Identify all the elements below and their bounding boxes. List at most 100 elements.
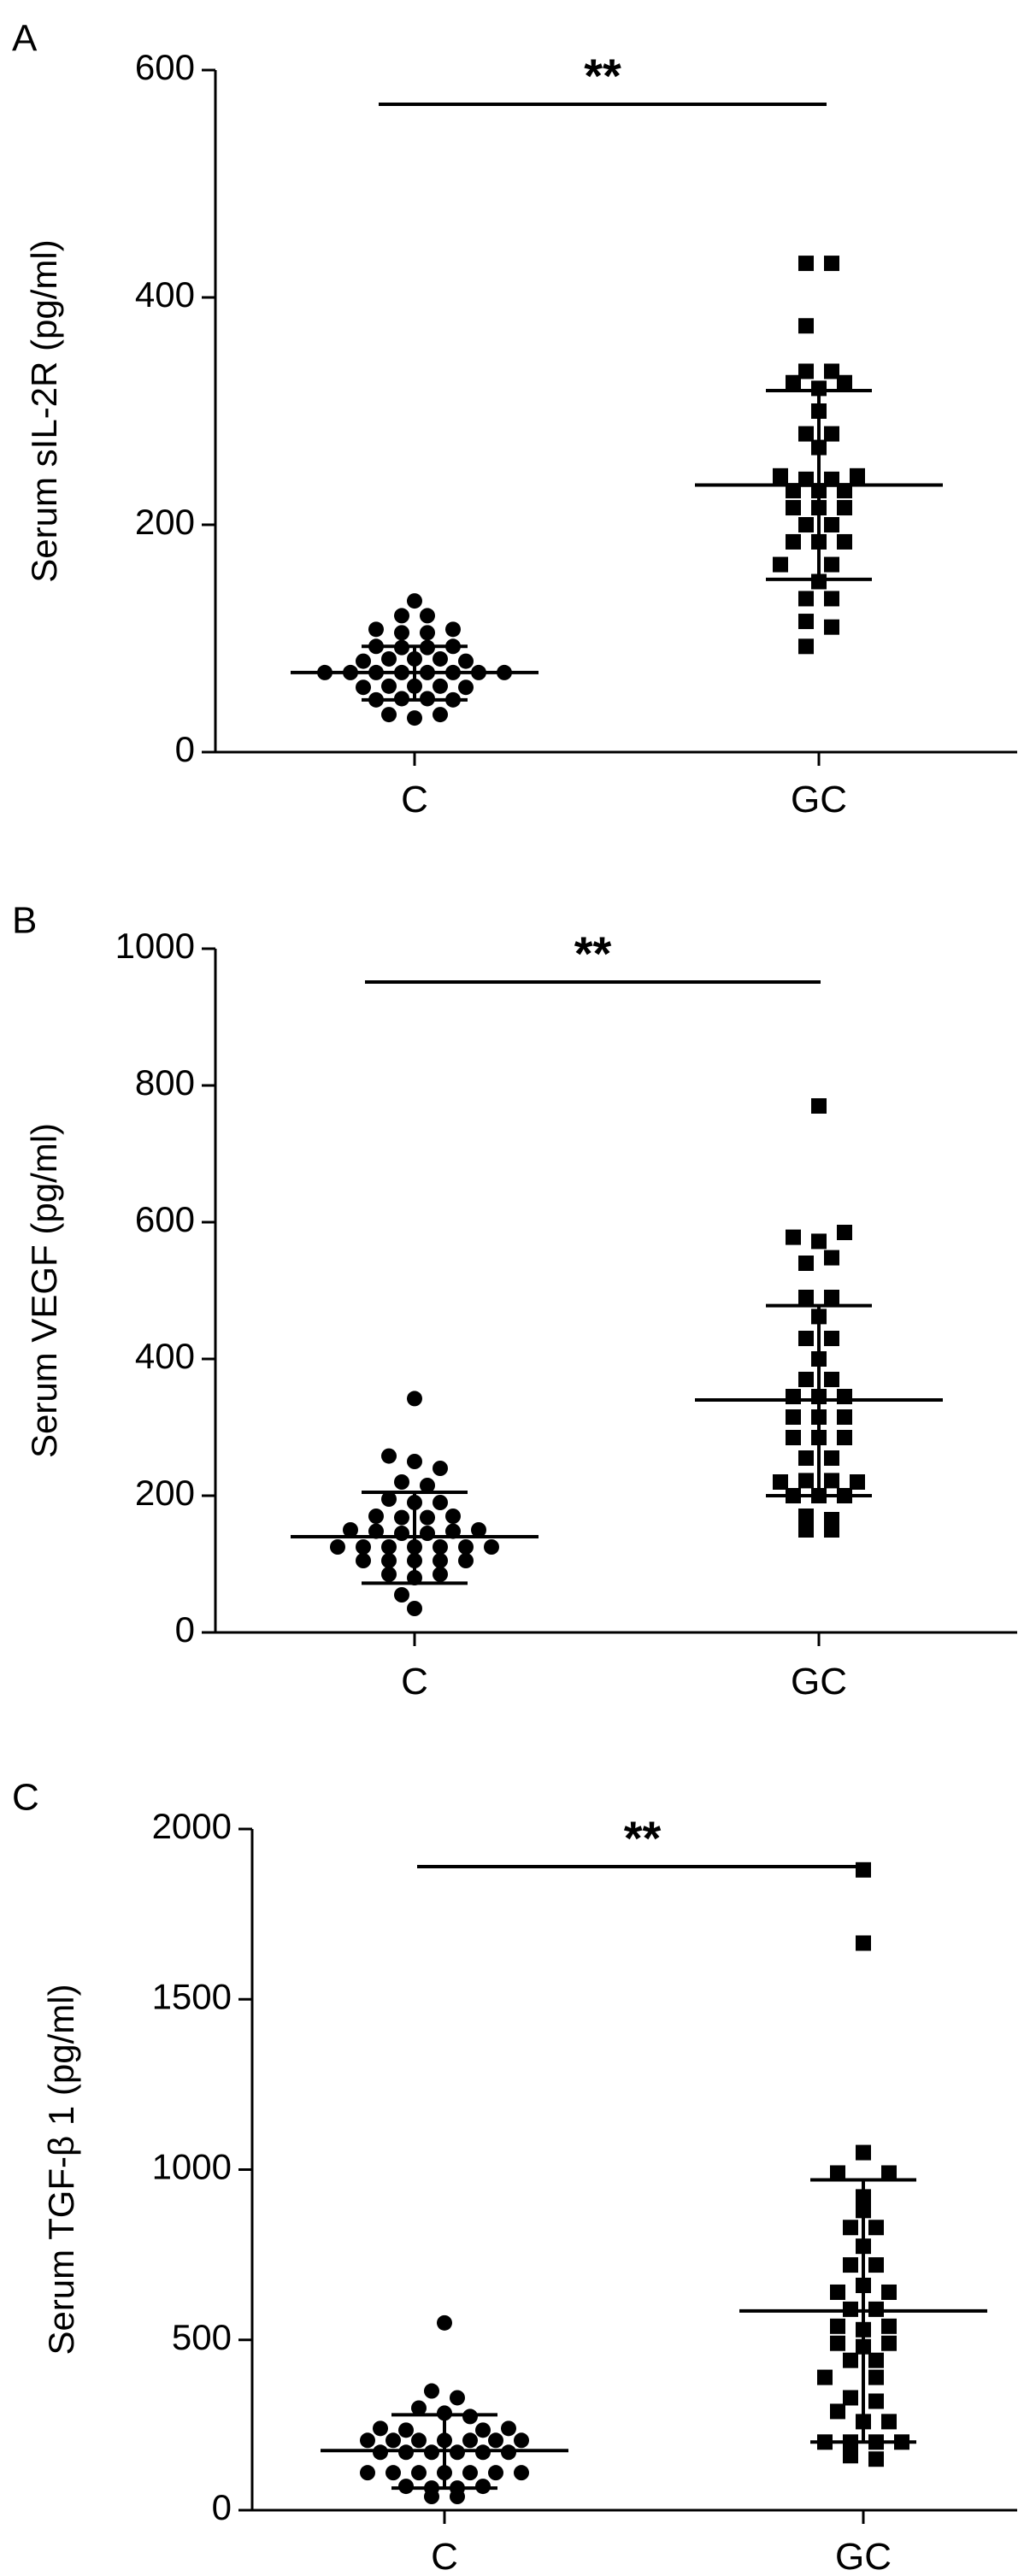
data-point-GC [856, 2144, 871, 2161]
data-point-GC [817, 2369, 833, 2385]
data-point-C [381, 650, 397, 667]
data-point-C [458, 1553, 474, 1568]
data-point-C [394, 1509, 409, 1526]
data-point-GC [830, 2284, 845, 2300]
data-point-GC [843, 2448, 858, 2464]
data-point-GC [786, 1389, 801, 1404]
data-point-GC [837, 1409, 852, 1425]
data-point-GC [837, 1389, 852, 1404]
data-point-GC [843, 2220, 858, 2236]
data-point-C [475, 2422, 491, 2438]
data-point-C [424, 2383, 439, 2399]
x-category-label: GC [791, 1661, 847, 1703]
data-point-C [407, 593, 422, 609]
data-point-GC [824, 471, 839, 487]
significance-stars: ** [624, 1811, 662, 1865]
data-point-GC [786, 1409, 801, 1425]
data-point-GC [798, 426, 814, 442]
y-tick-label: 200 [135, 1473, 195, 1513]
data-point-C [433, 1567, 448, 1582]
y-tick-label: 600 [135, 47, 195, 87]
data-point-C [394, 1526, 409, 1541]
data-point-C [484, 1539, 499, 1555]
data-point-C [420, 1526, 435, 1541]
data-point-GC [824, 426, 839, 442]
data-point-C [394, 625, 409, 641]
data-point-GC [786, 1430, 801, 1445]
data-point-C [368, 621, 384, 638]
data-point-C [450, 2489, 465, 2505]
x-category-label: C [431, 2536, 458, 2576]
data-point-C [411, 2400, 427, 2416]
data-point-GC [824, 591, 839, 607]
data-point-GC [824, 556, 839, 573]
data-point-GC [798, 1522, 814, 1538]
data-point-C [381, 1553, 397, 1568]
y-axis-label: Serum sIL-2R (pg/ml) [24, 239, 64, 582]
data-point-C [458, 1539, 474, 1555]
x-category-label: C [401, 1661, 428, 1703]
data-point-C [433, 1539, 448, 1555]
data-point-GC [824, 1331, 839, 1346]
data-point-GC [798, 1509, 814, 1524]
data-point-GC [868, 2451, 884, 2467]
data-point-GC [856, 1935, 871, 1951]
data-point-C [420, 1478, 435, 1493]
data-point-C [462, 2432, 478, 2449]
data-point-C [330, 1539, 345, 1555]
data-point-GC [786, 374, 801, 391]
data-point-GC [798, 1256, 814, 1271]
data-point-GC [798, 318, 814, 334]
data-point-GC [798, 471, 814, 487]
y-axis-label: Serum VEGF (pg/ml) [24, 1123, 64, 1458]
data-point-GC [798, 638, 814, 655]
data-point-GC [856, 1861, 871, 1878]
y-tick-label: 600 [135, 1199, 195, 1239]
data-point-GC [824, 256, 839, 272]
data-point-C [488, 2432, 503, 2449]
data-point-C [445, 1509, 461, 1524]
panel-letter: A [12, 18, 38, 60]
data-point-GC [798, 614, 814, 630]
y-axis-label: Serum TGF-β 1 (pg/ml) [41, 1984, 81, 2355]
data-point-C [445, 621, 461, 638]
data-point-C [407, 1454, 422, 1469]
significance-stars: ** [574, 926, 612, 980]
data-point-GC [868, 2257, 884, 2273]
data-point-C [398, 2422, 414, 2438]
data-point-GC [881, 2335, 897, 2351]
data-point-GC [773, 1474, 788, 1490]
x-category-label: GC [791, 779, 847, 820]
data-point-GC [881, 2414, 897, 2430]
data-point-GC [786, 483, 801, 499]
data-point-C [420, 1509, 435, 1526]
data-point-GC [837, 374, 852, 391]
y-tick-label: 0 [175, 729, 195, 769]
data-point-GC [798, 256, 814, 272]
x-category-label: C [401, 779, 428, 820]
y-tick-label: 400 [135, 1336, 195, 1376]
data-point-GC [824, 1473, 839, 1489]
data-point-C [373, 2420, 388, 2437]
data-point-GC [824, 1372, 839, 1387]
data-point-C [411, 2465, 427, 2481]
data-point-GC [824, 1522, 839, 1538]
data-point-C [407, 1601, 422, 1616]
data-point-C [471, 1522, 486, 1538]
data-point-GC [837, 1430, 852, 1445]
data-point-C [488, 2465, 503, 2481]
data-point-C [458, 653, 474, 669]
data-point-C [407, 1391, 422, 1407]
data-point-GC [798, 1372, 814, 1387]
data-point-C [381, 707, 397, 723]
significance-stars: ** [584, 49, 621, 103]
data-point-GC [811, 1098, 827, 1114]
data-point-C [433, 650, 448, 667]
data-point-GC [798, 1450, 814, 1466]
data-point-GC [786, 500, 801, 516]
data-point-C [462, 2465, 478, 2481]
data-point-C [433, 1553, 448, 1568]
data-point-C [386, 2465, 401, 2481]
data-point-C [433, 707, 448, 723]
data-point-C [424, 2489, 439, 2505]
